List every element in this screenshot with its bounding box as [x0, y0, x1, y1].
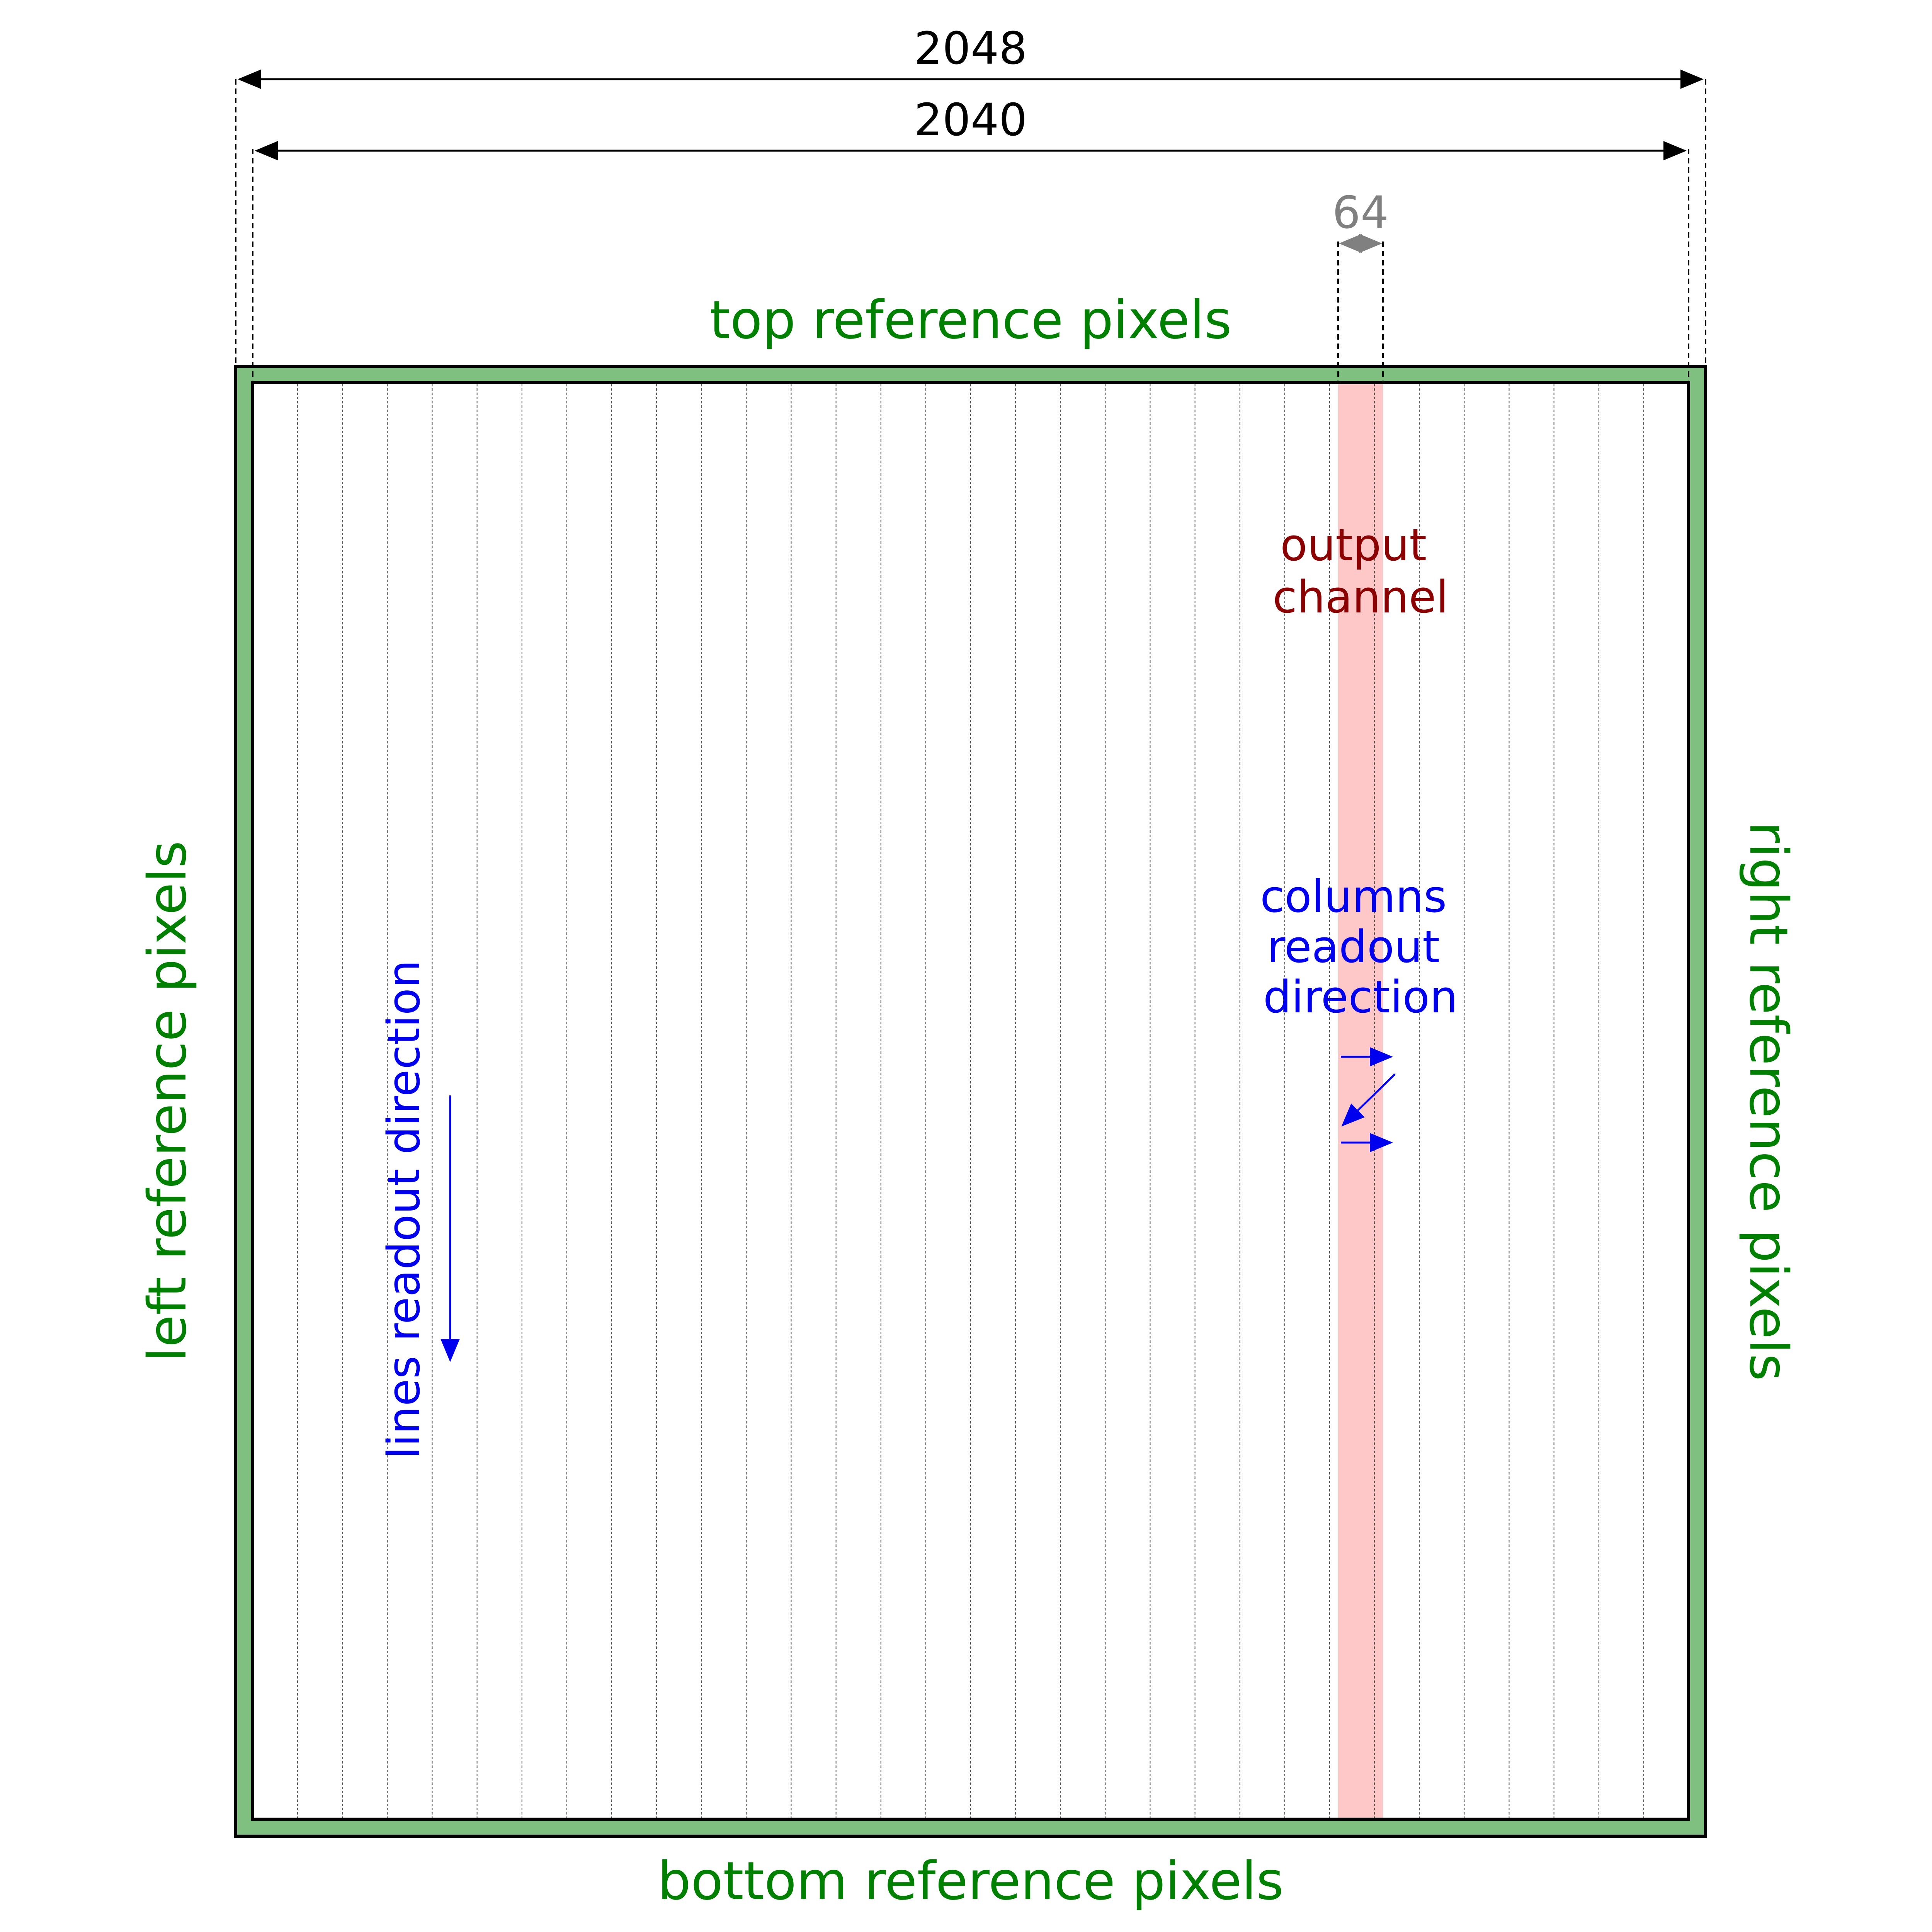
dimension-label-64: 64 — [1332, 187, 1389, 239]
extension-lines — [235, 79, 1706, 383]
output-channel-line-1: output — [1280, 519, 1427, 571]
left-reference-label: left reference pixels — [137, 841, 198, 1362]
right-reference-label: right reference pixels — [1738, 821, 1799, 1381]
column-arrow-return — [1341, 1073, 1396, 1127]
dimension-label-2048: 2048 — [914, 23, 1027, 75]
columns-readout-arrows — [1341, 1047, 1396, 1152]
columns-readout-label: columns readout direction — [1260, 871, 1461, 1023]
output-channel-highlight — [1338, 383, 1383, 1819]
output-channel-line-2: channel — [1272, 571, 1448, 623]
columns-readout-line-2: readout — [1267, 921, 1440, 973]
active-area-frame — [251, 381, 1690, 1821]
bottom-reference-label: bottom reference pixels — [658, 1851, 1284, 1912]
columns-readout-line-1: columns — [1260, 871, 1447, 923]
dimension-label-2040: 2040 — [914, 94, 1027, 146]
output-channel-label: output channel — [1272, 519, 1448, 623]
top-reference-label: top reference pixels — [709, 290, 1231, 351]
lines-readout-label: lines readout direction — [378, 960, 430, 1459]
column-dividers — [297, 384, 1644, 1818]
outer-frame — [234, 365, 1707, 1838]
columns-readout-line-3: direction — [1263, 971, 1458, 1023]
